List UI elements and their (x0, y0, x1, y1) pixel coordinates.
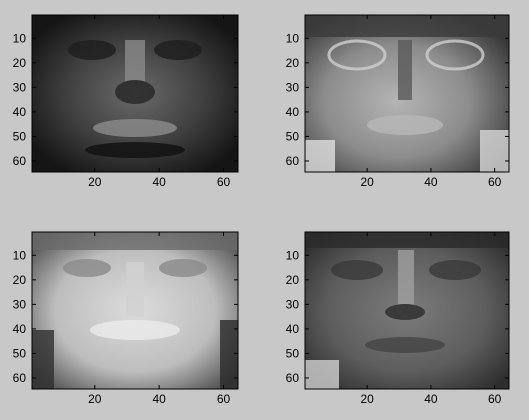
y-tick-label: 10 (286, 31, 300, 45)
y-tick-label: 50 (286, 346, 300, 360)
x-tick-label: 60 (488, 175, 502, 189)
x-tick-label: 20 (360, 392, 374, 406)
face-features-4 (305, 232, 509, 389)
y-tick-label: 40 (13, 322, 27, 336)
panel-eigenface-2 (304, 14, 510, 173)
y-tick-label: 60 (286, 371, 300, 385)
face-features-3 (32, 232, 238, 389)
axes-frame-4 (304, 231, 510, 390)
y-tick-label: 20 (13, 273, 27, 287)
panel-eigenface-3 (31, 231, 239, 390)
y-tick-label: 40 (286, 322, 300, 336)
y-tick-label: 10 (286, 248, 300, 262)
y-tick-label: 60 (13, 371, 27, 385)
y-tick-label: 20 (286, 56, 300, 70)
y-tick-label: 30 (286, 297, 300, 311)
face-features-2 (305, 15, 509, 172)
y-tick-label: 10 (13, 31, 27, 45)
y-tick-label: 10 (13, 248, 27, 262)
y-tick-label: 20 (286, 273, 300, 287)
x-tick-label: 20 (88, 392, 102, 406)
x-tick-label: 20 (360, 175, 374, 189)
y-tick-label: 40 (286, 105, 300, 119)
y-tick-label: 50 (286, 129, 300, 143)
ticks-layer: 20 40 60 10 20 30 40 50 60 20 40 60 10 20 30 40 50 60 20 40… (13, 15, 509, 406)
y-tick-label: 60 (13, 154, 27, 168)
axes-frame-3 (31, 231, 239, 390)
y-tick-label: 40 (13, 105, 27, 119)
x-tick-label: 60 (488, 392, 502, 406)
y-tick-label: 30 (13, 297, 27, 311)
y-tick-label: 30 (13, 80, 27, 94)
x-tick-label: 60 (217, 175, 231, 189)
y-tick-label: 60 (286, 154, 300, 168)
panel-eigenface-1 (31, 14, 239, 173)
y-tick-label: 50 (13, 129, 27, 143)
x-tick-label: 40 (424, 392, 438, 406)
y-tick-label: 50 (13, 346, 27, 360)
x-tick-label: 40 (424, 175, 438, 189)
y-tick-label: 20 (13, 56, 27, 70)
axes-frame-2 (304, 14, 510, 173)
x-tick-label: 40 (152, 175, 166, 189)
panel-eigenface-4 (304, 231, 510, 390)
x-tick-label: 40 (152, 392, 166, 406)
x-tick-label: 20 (88, 175, 102, 189)
axes-frame-1 (31, 14, 239, 173)
face-features-1 (68, 40, 202, 158)
x-tick-label: 60 (217, 392, 231, 406)
y-tick-label: 30 (286, 80, 300, 94)
